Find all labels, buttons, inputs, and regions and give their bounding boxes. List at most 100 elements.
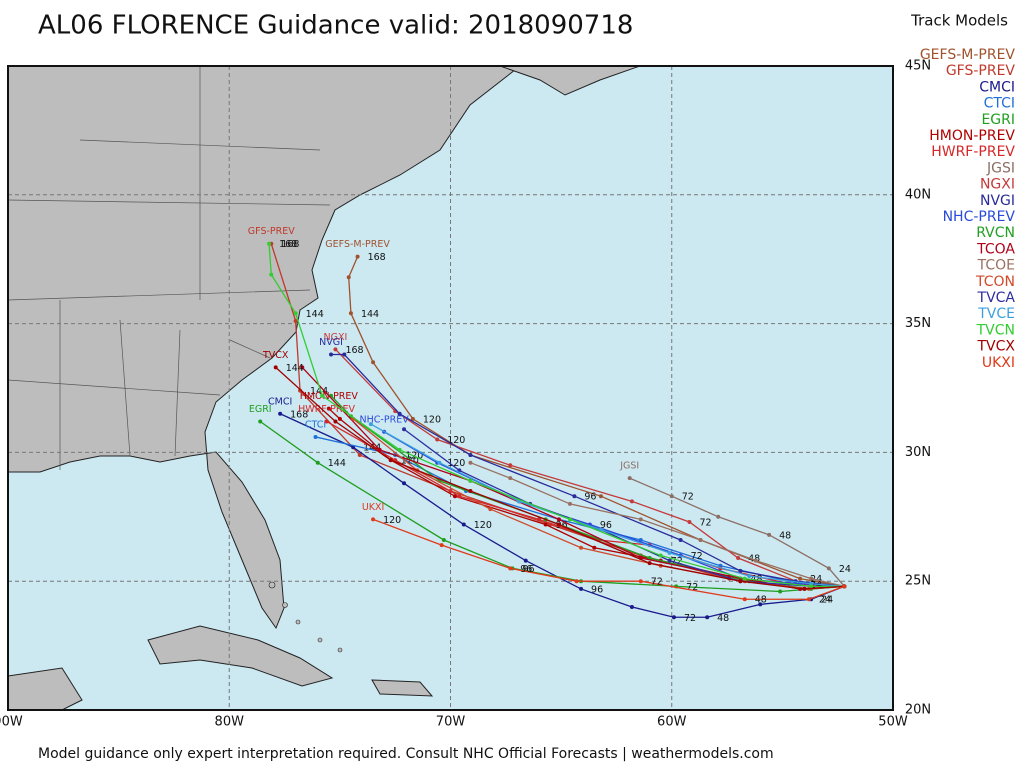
lon-tick-label: 50W [878,715,908,730]
track-point [738,568,743,573]
track-point [452,494,457,499]
lat-tick-label: 35N [905,316,931,331]
track-point [556,522,561,527]
land [8,66,521,630]
track-point [842,584,847,589]
track-point [269,272,274,277]
track-point [543,522,548,527]
track-point [371,360,376,365]
track-point [313,434,318,439]
tau-label: 72 [699,517,711,528]
tau-label: 72 [684,613,696,624]
track-end-label: NVGI [319,337,343,348]
track-point [638,579,643,584]
track-point [371,517,376,522]
tau-label: 144 [286,363,304,374]
track-point [778,589,783,594]
track-point [508,566,513,571]
lat-tick-label: 20N [905,703,931,718]
track-end-label: EGRI [249,404,272,415]
track-end-label: GFS-PREV [248,226,295,237]
track-end-label: JGSI [619,461,639,472]
track-point [397,447,402,452]
track-point [441,537,446,542]
tau-label: 120 [474,520,492,531]
tau-label: 96 [584,492,596,503]
track-point [468,478,473,483]
legend-entry: HMON-PREV [929,128,1015,144]
track-point [629,499,634,504]
tau-label: 120 [423,414,441,425]
track-point [326,406,331,411]
track-point [556,517,561,522]
track-point [638,517,643,522]
track-point [439,543,444,548]
track-line [372,518,845,600]
track-point [324,419,329,424]
legend: GEFS-M-PREVGFS-PREVCMCICTCIEGRIHMON-PREV… [920,47,1016,371]
track-point [598,494,603,499]
track-point [457,494,462,499]
tau-label: 168 [368,252,386,263]
track-line [383,431,845,588]
track-point [567,517,572,522]
track-point [537,517,541,522]
track-point [736,556,741,561]
track-point [346,275,351,280]
track-point [357,452,362,457]
tau-label: 96 [591,584,603,595]
track-end-label: HWRF-PREV [298,404,355,415]
legend-entry: JGSI [986,160,1015,176]
track-point [716,514,721,519]
track-point [293,319,298,324]
land [499,66,641,96]
tau-label: 120 [447,435,465,446]
tau-label: 48 [748,554,760,565]
track-point [753,558,758,563]
track-point [468,460,473,465]
track-point [258,419,263,424]
track-point [368,422,373,427]
legend-entry: TVCA [977,290,1016,306]
legend-entry: TVCE [977,306,1015,322]
lat-tick-label: 40N [905,187,931,202]
track-point [508,476,513,481]
track-point [333,419,338,424]
tau-label: 120 [401,456,419,467]
track-point [355,254,360,259]
legend-entry: GEFS-M-PREV [920,47,1016,63]
frame [7,65,894,711]
track-line [470,462,845,587]
track-point [437,460,442,465]
borders [8,66,331,470]
legend-entry: EGRI [981,112,1015,128]
tau-label: 72 [671,556,683,567]
tau-label: 144 [306,309,324,320]
tau-label: 120 [383,515,401,526]
track-point [705,615,710,620]
track-point [293,311,298,316]
track-point [574,579,579,584]
track-point [747,574,752,579]
track-point [667,550,672,555]
track-point [758,602,763,607]
track-point [315,460,320,465]
legend-entry: TVCX [977,339,1016,355]
track-point [687,519,692,524]
track-point [738,579,743,584]
track-point [742,597,747,602]
track-point [579,586,584,591]
legend-entry: TVCN [976,322,1015,338]
tau-label: 72 [651,577,663,588]
track-line [370,423,845,588]
legend-entry: TCOA [976,241,1015,257]
legend-entry: CMCI [979,79,1015,95]
track-point [273,365,278,370]
track-point [300,365,305,370]
track-point [826,566,831,571]
track-end-label: CMCI [268,396,292,407]
track-point [627,476,632,481]
land [371,679,434,697]
tau-label: 144 [363,443,381,454]
